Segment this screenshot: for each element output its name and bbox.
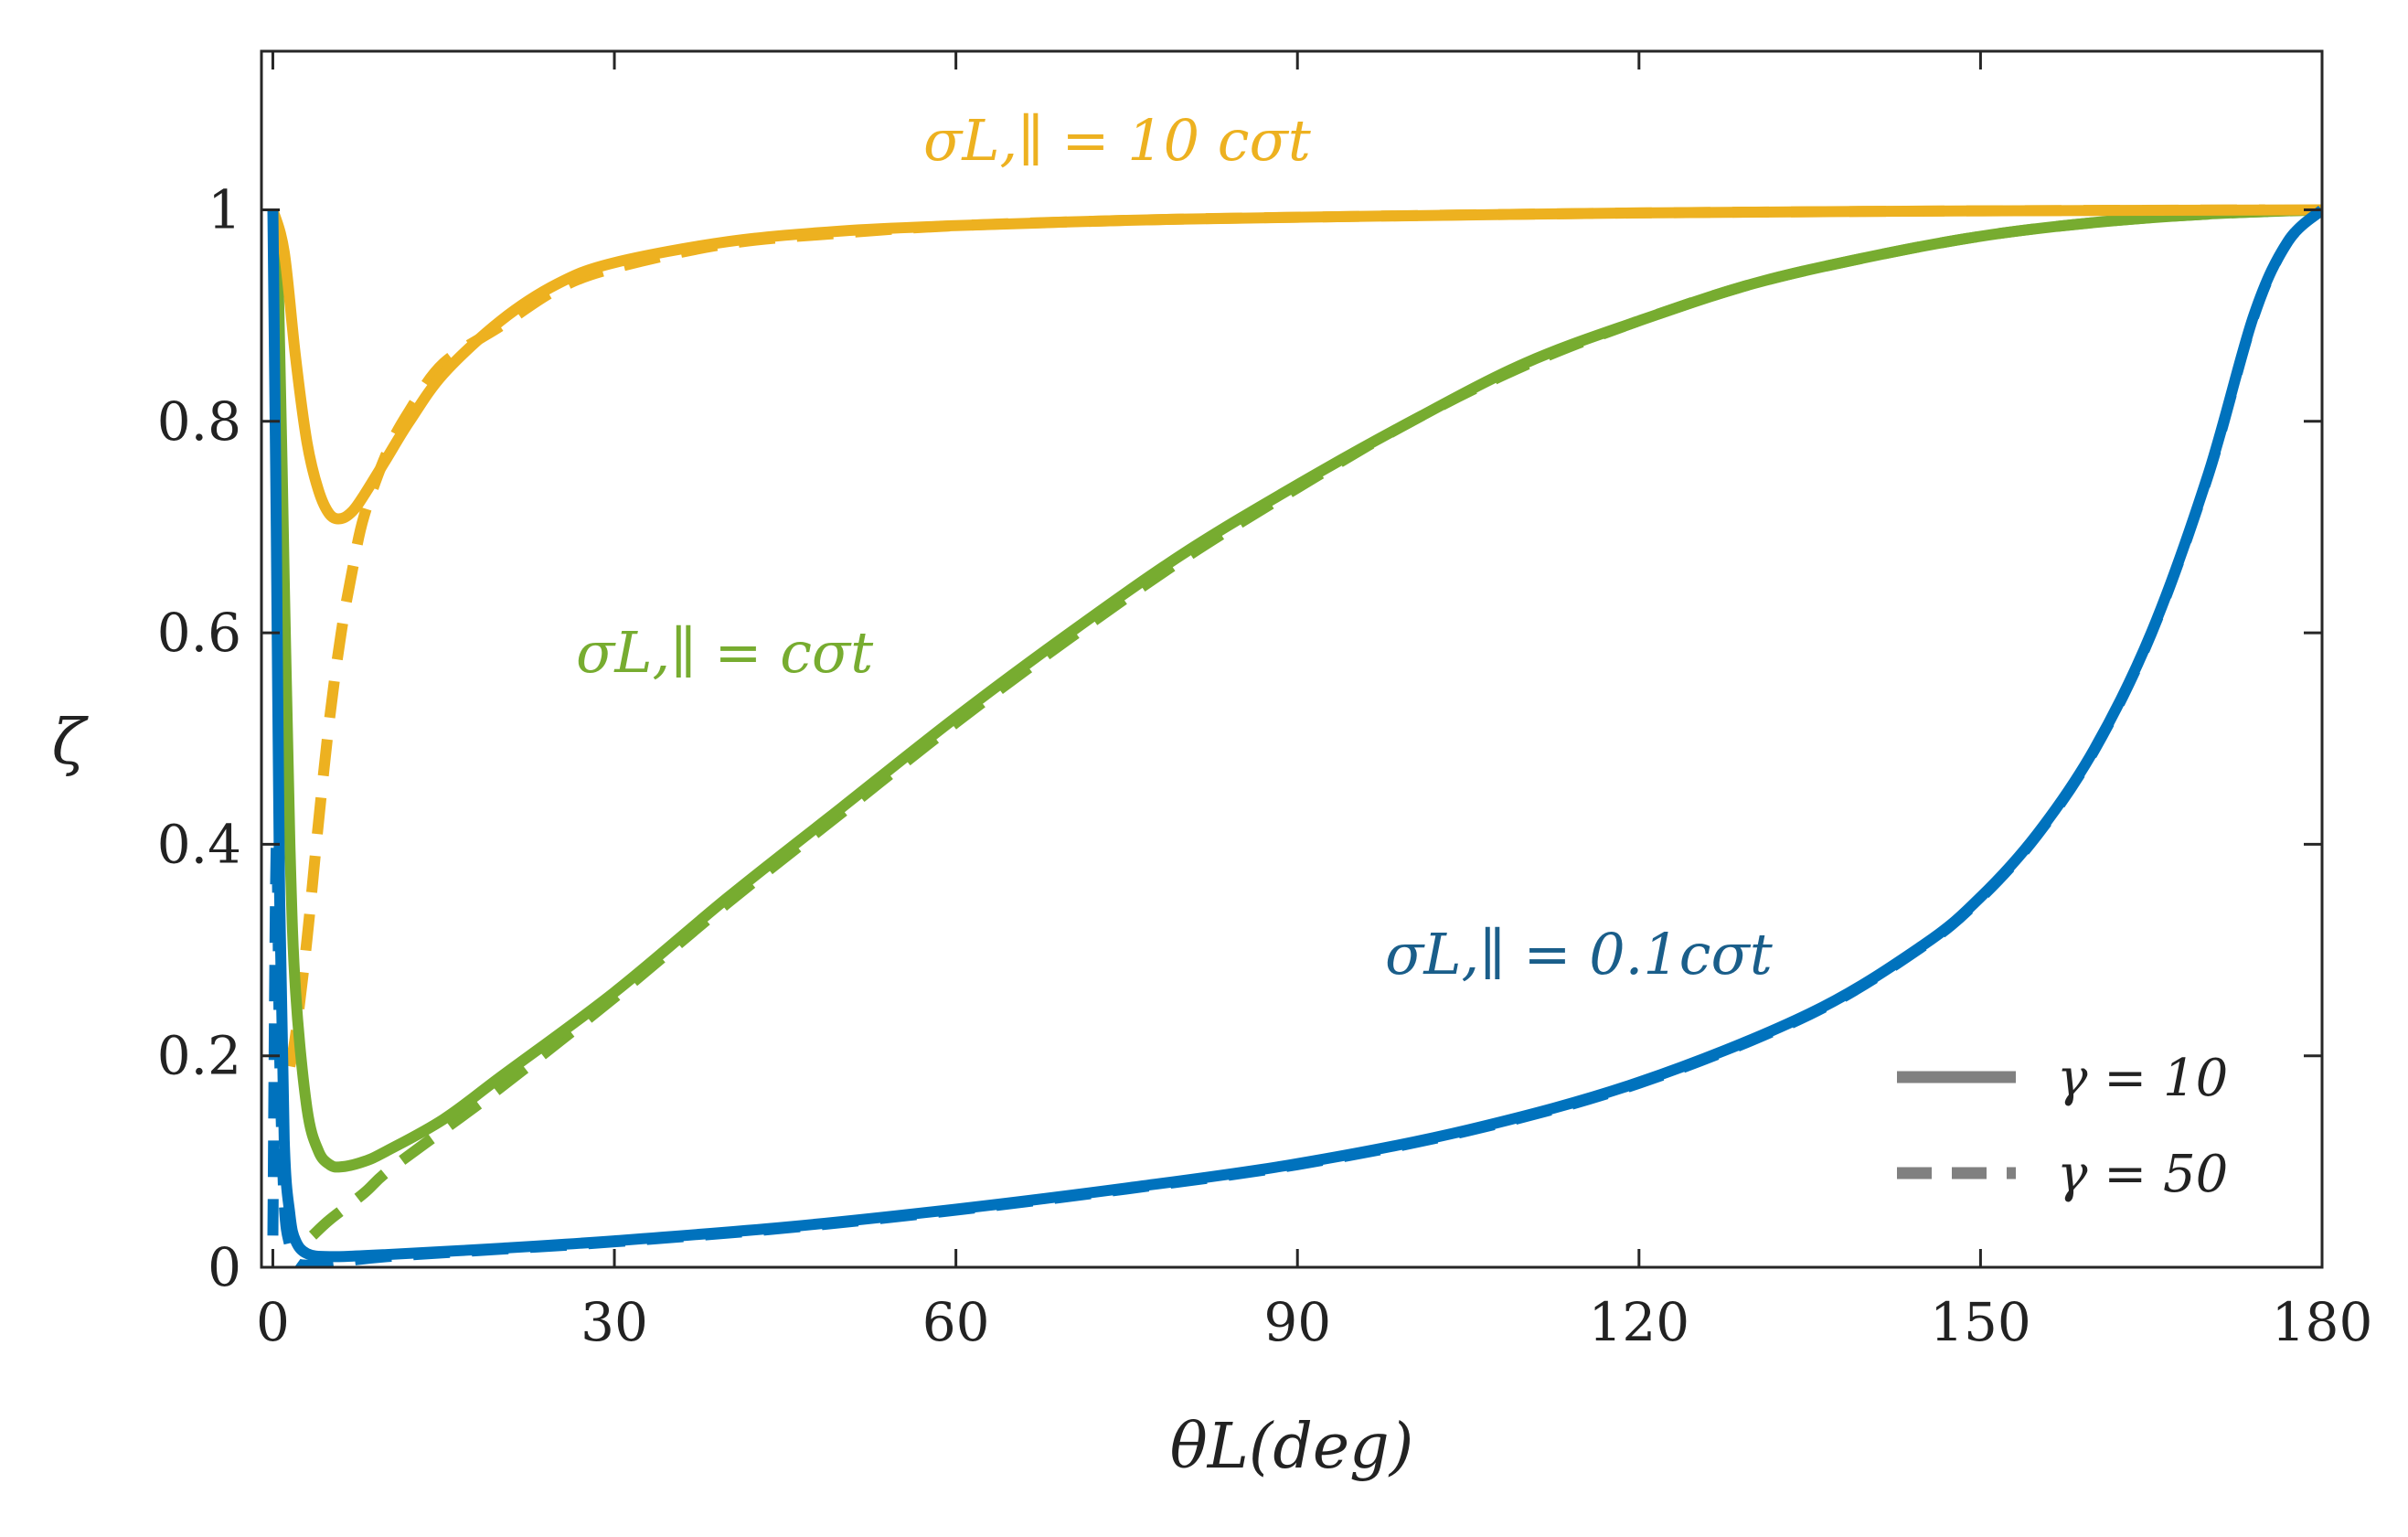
series-line-0 [267, 204, 2322, 525]
series-line-4 [267, 205, 2322, 1263]
legend-gamma-50: γ = 50 [2057, 1145, 2228, 1204]
y-tick-label-2: 0.4 [157, 813, 241, 875]
x-tick-label-4: 120 [1588, 1291, 1689, 1353]
legend: γ = 10 γ = 50 [1897, 1049, 2228, 1204]
ticks-layer: 0 30 60 90 120 150 180 0 0.2 0.4 0.6 0.8 1 [157, 51, 2373, 1353]
x-tick-label-1: 30 [581, 1291, 648, 1353]
series-line-2 [267, 204, 2322, 1173]
annotation-sigma-0-1: σL,∥ = 0.1cσt [1385, 921, 1773, 987]
y-tick-label-5: 1 [208, 178, 241, 240]
y-tick-label-3: 0.6 [157, 602, 241, 664]
x-tick-label-3: 90 [1263, 1291, 1331, 1353]
y-tick-label-4: 0.8 [157, 390, 241, 453]
annotation-sigma-10: σL,∥ = 10 cσt [923, 107, 1311, 174]
y-tick-label-1: 0.2 [157, 1025, 241, 1087]
x-tick-label-0: 0 [256, 1291, 290, 1353]
y-tick-label-0: 0 [208, 1236, 241, 1298]
x-tick-label-6: 180 [2272, 1291, 2373, 1353]
y-axis-title: ζ [52, 707, 90, 779]
x-tick-label-5: 150 [1930, 1291, 2031, 1353]
legend-gamma-10: γ = 10 [2057, 1049, 2228, 1108]
x-tick-label-2: 60 [922, 1291, 990, 1353]
plot-frame [260, 49, 2324, 1269]
x-axis-title: θL(deg) [1170, 1411, 1413, 1483]
annotation-sigma-1: σL,∥ = cσt [576, 619, 873, 686]
series-layer [267, 204, 2322, 1267]
series-line-3 [308, 204, 2322, 1240]
